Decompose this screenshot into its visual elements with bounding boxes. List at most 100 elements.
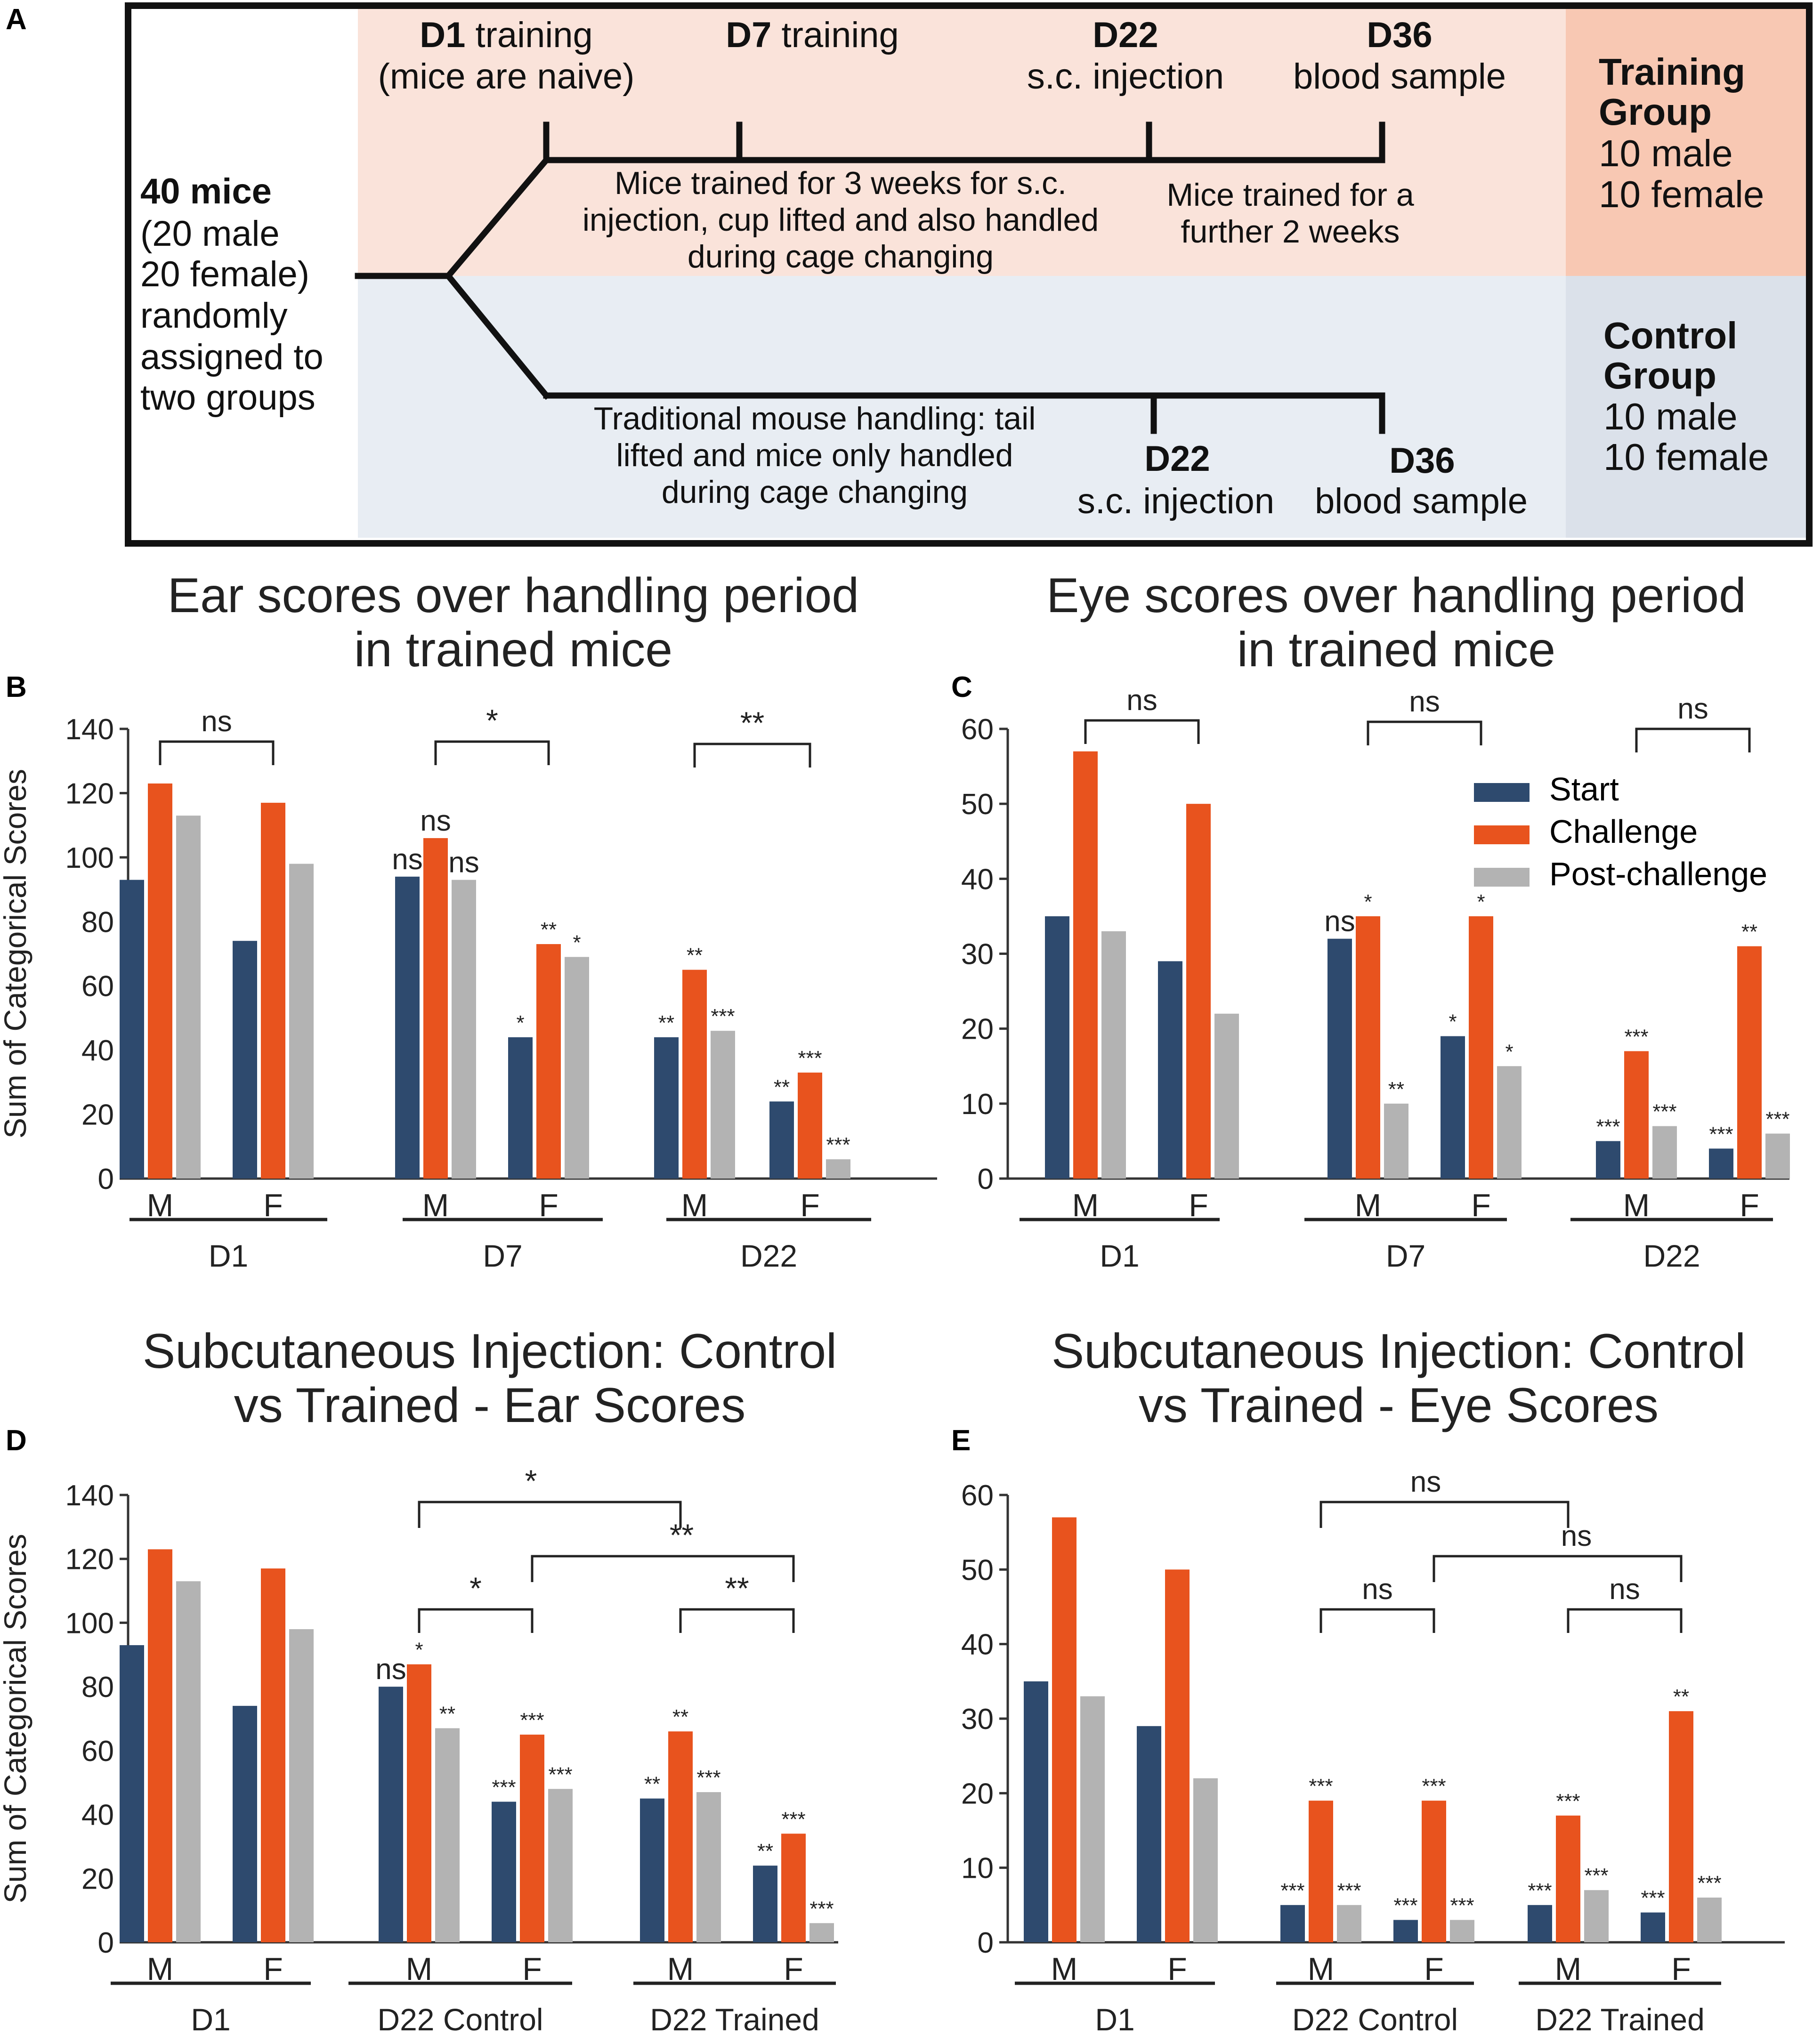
d1-sublabel: (mice are naive)	[378, 57, 635, 97]
bar	[1186, 804, 1211, 1179]
bar	[1384, 1103, 1408, 1179]
y-tick-label: 40	[961, 1629, 994, 1661]
significance-label: *	[415, 1639, 423, 1662]
timeline-lines	[355, 121, 1385, 434]
bar	[696, 1792, 721, 1942]
significance-bracket	[434, 740, 550, 765]
cross-bracket-label: *	[525, 1463, 537, 1498]
bar	[711, 1031, 735, 1179]
training-group-title-2: Group	[1599, 91, 1712, 133]
y-tick-label: 20	[961, 1013, 994, 1046]
group-labels: Training Group 10 male 10 female Control…	[1599, 51, 1769, 478]
mice-line-2: (20 male	[140, 214, 280, 254]
y-tick-label: 10	[961, 1852, 994, 1885]
bar	[148, 783, 172, 1179]
bar	[781, 1834, 806, 1942]
bar	[1669, 1711, 1693, 1942]
bar	[120, 880, 144, 1179]
bar	[1624, 1051, 1649, 1179]
sex-tick-label: F	[263, 1188, 283, 1223]
significance-label: *	[1449, 1010, 1457, 1034]
significance-label: ***	[1641, 1887, 1665, 1910]
significance-label: ns	[1324, 905, 1355, 938]
significance-label: *	[1505, 1040, 1513, 1063]
y-tick-label: 40	[81, 1799, 114, 1832]
control-timepoints: D22 s.c. injection D36 blood sample	[1077, 439, 1528, 521]
y-tick-label: 10	[961, 1088, 994, 1121]
y-tick-label: 0	[978, 1163, 994, 1196]
significance-label: ns	[375, 1653, 406, 1686]
bar	[1337, 1905, 1361, 1942]
bar	[289, 1629, 314, 1942]
bar	[1441, 1036, 1465, 1179]
control-band	[358, 276, 1566, 538]
significance-label: ***	[809, 1897, 834, 1920]
sex-tick-label: M	[1051, 1951, 1078, 1987]
y-tick-label: 80	[81, 906, 114, 938]
significance-label: **	[687, 944, 703, 967]
sex-tick-label: M	[1308, 1951, 1335, 1987]
bar	[1280, 1905, 1305, 1942]
bar	[1193, 1778, 1218, 1942]
bar	[1309, 1801, 1333, 1942]
sex-tick-label: M	[1555, 1951, 1582, 1987]
significance-label: ***	[520, 1709, 544, 1732]
bar	[492, 1802, 516, 1942]
significance-label: ***	[1652, 1100, 1676, 1123]
cross-bracket	[418, 1501, 682, 1528]
significance-label: *	[573, 931, 581, 954]
bar	[261, 802, 285, 1179]
group-label: D1	[1100, 1238, 1139, 1273]
bar	[826, 1159, 850, 1179]
significance-label: ***	[1765, 1108, 1789, 1131]
chart-title-line-1: Ear scores over handling period	[168, 568, 859, 623]
bar	[508, 1037, 533, 1179]
mice-line-4: randomly	[140, 296, 288, 336]
bar	[565, 957, 589, 1179]
sex-tick-label: F	[1471, 1188, 1491, 1223]
training-group-female: 10 female	[1599, 173, 1764, 215]
d1-label: D1 training	[420, 15, 593, 55]
bar	[1024, 1681, 1048, 1942]
bar	[1596, 1141, 1620, 1179]
bracket-label: ns	[1609, 1573, 1640, 1606]
y-tick-label: 120	[65, 777, 114, 810]
control-note-1: Traditional mouse handling: tail	[594, 401, 1036, 436]
mice-count: 40 mice	[140, 171, 272, 211]
chart-title-line-2: vs Trained - Ear Scores	[234, 1378, 746, 1433]
sex-tick-label: M	[681, 1188, 708, 1223]
y-tick-label: 60	[961, 1479, 994, 1512]
significance-label: *	[1477, 890, 1485, 913]
sex-tick-label: M	[147, 1951, 174, 1987]
d36-bottom-label: D36	[1389, 441, 1455, 481]
bar	[1528, 1905, 1552, 1942]
y-tick-label: 40	[961, 863, 994, 896]
significance-label: ***	[1528, 1879, 1552, 1902]
mice-line-6: two groups	[140, 378, 316, 418]
significance-bracket	[159, 740, 275, 765]
y-tick-label: 40	[81, 1034, 114, 1067]
group-label: D7	[1386, 1238, 1425, 1273]
bar	[1052, 1517, 1076, 1942]
legend-label-challenge: Challenge	[1549, 813, 1698, 850]
sex-tick-label: F	[1424, 1951, 1444, 1987]
legend-swatch-challenge	[1474, 825, 1530, 844]
y-tick-label: 100	[65, 1607, 114, 1640]
sex-tick-label: M	[1623, 1188, 1650, 1223]
significance-label: ***	[492, 1776, 516, 1799]
bar	[1158, 961, 1182, 1179]
bracket-label: *	[486, 703, 498, 738]
sex-tick-label: F	[1167, 1951, 1187, 1987]
y-tick-label: 80	[81, 1671, 114, 1704]
chart-title-line-2: in trained mice	[1237, 622, 1555, 677]
control-note-2: lifted and mice only handled	[616, 437, 1013, 473]
group-label: D7	[483, 1238, 522, 1273]
bracket-label: **	[740, 705, 764, 740]
training-band	[358, 7, 1566, 276]
training-group-male: 10 male	[1599, 132, 1733, 174]
d36-bottom-sublabel: blood sample	[1315, 481, 1528, 521]
significance-bracket	[1367, 720, 1482, 745]
legend-swatch-post	[1474, 868, 1530, 887]
